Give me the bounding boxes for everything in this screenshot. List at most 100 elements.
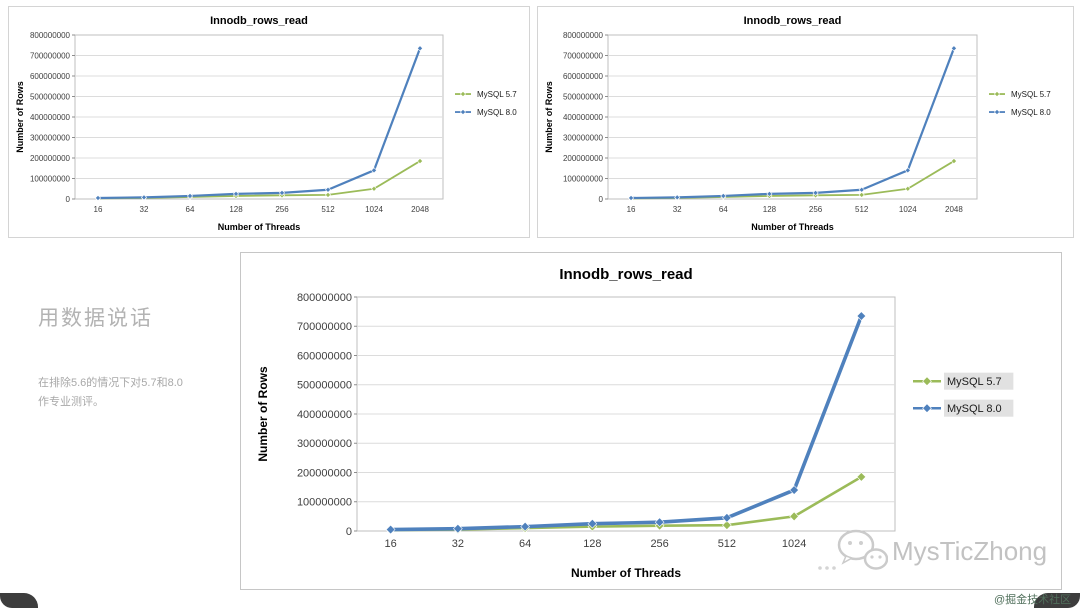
y-tick-label: 300000000 <box>30 133 71 142</box>
subtext-line-1: 在排除5.6的情况下对5.7和8.0 <box>38 377 183 389</box>
legend-label: MySQL 5.7 <box>947 376 1002 388</box>
series-marker <box>856 472 867 482</box>
series-marker <box>950 158 957 165</box>
x-tick-label: 1024 <box>899 205 917 214</box>
x-tick-label: 32 <box>140 205 149 214</box>
series-marker <box>789 485 799 495</box>
x-tick-label: 1024 <box>782 538 806 550</box>
y-tick-label: 300000000 <box>563 133 604 142</box>
x-tick-label: 2048 <box>945 205 963 214</box>
series-marker <box>856 311 867 321</box>
innodb-rows-read-chart-small-left: 0 100000000 200000000 300000000 400000000 500… <box>15 15 517 232</box>
x-tick-label: 64 <box>186 205 195 214</box>
legend-highlight <box>944 399 1014 417</box>
y-tick-label: 700000000 <box>297 321 352 333</box>
series-marker <box>766 190 773 197</box>
x-tick-label: 16 <box>627 205 636 214</box>
y-tick-label: 0 <box>599 195 604 204</box>
y-tick-label: 100000000 <box>297 497 352 509</box>
y-tick-label: 0 <box>66 195 71 204</box>
x-tick-label: 16 <box>385 538 397 550</box>
y-tick-label: 500000000 <box>563 92 604 101</box>
innodb-rows-read-chart-small-right: 0 100000000 200000000 300000000 400000000 500… <box>544 15 1051 232</box>
y-tick-label: 0 <box>346 526 352 538</box>
legend-marker <box>993 91 1001 98</box>
legend-marker <box>993 109 1001 116</box>
y-axis-label: Number of Rows <box>544 81 554 153</box>
legend-label: MySQL 5.7 <box>1011 90 1051 99</box>
series-marker <box>520 521 530 532</box>
legend-label: MySQL 5.7 <box>477 90 517 99</box>
y-tick-label: 800000000 <box>563 31 604 40</box>
y-tick-label: 400000000 <box>297 409 352 421</box>
y-tick-label: 400000000 <box>563 113 604 122</box>
x-tick-label: 1024 <box>365 205 383 214</box>
series-marker <box>94 194 102 201</box>
y-tick-label: 200000000 <box>297 467 352 479</box>
x-tick-label: 128 <box>583 538 601 550</box>
legend-label: MySQL 8.0 <box>947 403 1002 415</box>
community-tag: @掘金技术社区 <box>994 594 1072 606</box>
series-marker <box>858 186 865 193</box>
section-subtext: 在排除5.6的情况下对5.7和8.0 作专业测评。 <box>38 374 238 411</box>
series-marker <box>628 194 635 201</box>
legend-label: MySQL 8.0 <box>1011 108 1051 117</box>
series-marker <box>416 45 424 52</box>
x-tick-label: 64 <box>719 205 728 214</box>
legend-marker <box>459 109 467 116</box>
x-tick-label: 512 <box>855 205 869 214</box>
series-marker <box>370 185 378 192</box>
y-tick-label: 100000000 <box>563 174 604 183</box>
y-tick-label: 600000000 <box>297 350 352 362</box>
x-tick-label: 128 <box>229 205 243 214</box>
x-tick-label: 32 <box>452 538 464 550</box>
series-marker <box>278 189 286 196</box>
series-line <box>388 314 864 532</box>
y-tick-label: 700000000 <box>563 51 604 60</box>
x-tick-label: 512 <box>321 205 335 214</box>
x-axis-label: Number of Threads <box>751 222 834 232</box>
chart-panel-main: 0 100000000 200000000 300000000 400000000 500… <box>240 252 1062 590</box>
x-tick-label: 128 <box>763 205 777 214</box>
y-tick-label: 800000000 <box>297 292 352 304</box>
chart-title: Innodb_rows_read <box>210 15 308 27</box>
y-tick-label: 600000000 <box>563 72 604 81</box>
series-marker <box>186 192 194 199</box>
legend-marker <box>922 403 932 414</box>
chart-panel-top-right: 0 100000000 200000000 300000000 400000000 500… <box>537 6 1074 238</box>
y-tick-label: 500000000 <box>30 92 71 101</box>
x-axis-label: Number of Threads <box>218 222 301 232</box>
y-axis-label: Number of Rows <box>15 81 25 153</box>
series-marker <box>904 167 911 174</box>
series-marker <box>324 191 332 198</box>
x-tick-label: 256 <box>809 205 823 214</box>
chart-title: Innodb_rows_read <box>559 266 692 283</box>
y-axis-label: Number of Rows <box>256 366 270 462</box>
innodb-rows-read-chart-main: 0 100000000 200000000 300000000 400000000 500… <box>256 266 1014 580</box>
series-marker <box>324 186 332 193</box>
y-tick-label: 500000000 <box>297 380 352 392</box>
series-marker <box>904 185 911 192</box>
series-marker <box>385 524 396 535</box>
series-marker <box>720 192 727 199</box>
x-tick-label: 512 <box>718 538 736 550</box>
series-marker <box>812 189 819 196</box>
y-tick-label: 200000000 <box>563 154 604 163</box>
x-tick-label: 64 <box>519 538 531 550</box>
series-marker <box>722 520 732 530</box>
series-marker <box>140 194 148 201</box>
legend-highlight <box>944 372 1014 390</box>
series-marker <box>587 518 598 529</box>
legend-label: MySQL 8.0 <box>477 108 517 117</box>
series-marker <box>416 158 424 165</box>
y-tick-label: 600000000 <box>30 72 71 81</box>
series-marker <box>674 194 681 201</box>
x-tick-label: 256 <box>650 538 668 550</box>
watermark: MysTicZhong <box>816 526 1047 576</box>
series-marker <box>453 523 463 534</box>
x-tick-label: 32 <box>673 205 682 214</box>
rounded-corner-left <box>0 593 38 608</box>
legend-marker <box>922 376 932 387</box>
caption-block: 用数据说话 在排除5.6的情况下对5.7和8.0 作专业测评。 <box>38 302 238 411</box>
